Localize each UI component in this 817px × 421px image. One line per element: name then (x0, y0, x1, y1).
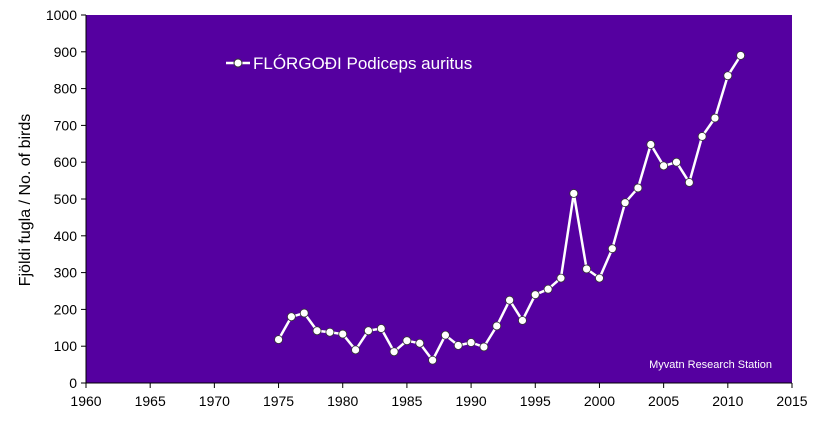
data-point (441, 330, 450, 340)
y-tick-label: 100 (54, 338, 78, 354)
y-tick-label: 200 (54, 301, 78, 317)
data-point (415, 338, 425, 348)
y-tick-label: 800 (54, 81, 78, 97)
data-point (530, 290, 540, 300)
x-tick-label: 1970 (199, 393, 230, 409)
y-tick-label: 400 (54, 228, 78, 244)
data-point (697, 132, 707, 141)
series-bird-count (274, 51, 746, 365)
x-tick-label: 1965 (135, 393, 166, 409)
data-point (338, 329, 348, 339)
data-point (556, 273, 566, 283)
data-point (389, 347, 399, 357)
y-axis-title: Fjöldi fugla / No. of birds (17, 114, 34, 287)
data-point (492, 321, 502, 331)
y-tick-label: 500 (54, 191, 78, 207)
data-point (684, 178, 694, 187)
data-point (659, 161, 669, 171)
data-point (428, 355, 437, 365)
x-tick-label: 1960 (70, 393, 101, 409)
data-point (646, 140, 656, 149)
x-tick-label: 1985 (391, 393, 422, 409)
data-point (312, 326, 322, 336)
data-point (595, 273, 604, 283)
y-tick-label: 0 (69, 375, 77, 391)
data-point (299, 308, 309, 318)
data-point (723, 71, 733, 81)
data-point (325, 327, 335, 337)
x-tick-label: 2005 (648, 393, 679, 409)
data-point (453, 341, 463, 350)
data-point (274, 335, 283, 344)
data-point (518, 316, 527, 325)
data-point (620, 198, 630, 208)
data-point (376, 324, 386, 333)
data-point (633, 183, 643, 193)
legend: FLÓRGOÐI Podiceps auritus (226, 54, 472, 73)
legend-label: FLÓRGOÐI Podiceps auritus (253, 54, 472, 73)
plot-area (86, 15, 792, 383)
data-point (607, 244, 617, 254)
y-tick-label: 300 (54, 265, 78, 281)
y-tick-label: 700 (54, 117, 78, 133)
data-point (543, 284, 553, 294)
data-point (582, 264, 592, 274)
data-point (351, 345, 360, 355)
data-point (569, 189, 579, 198)
x-tick-label: 2000 (584, 393, 615, 409)
data-point (466, 338, 476, 347)
x-tick-label: 1980 (327, 393, 358, 409)
legend-marker (233, 58, 243, 68)
data-point (479, 342, 489, 352)
x-tick-label: 2015 (776, 393, 807, 409)
data-points (274, 51, 746, 365)
data-point (710, 113, 720, 123)
x-tick-label: 1975 (263, 393, 294, 409)
x-tick-label: 1990 (456, 393, 487, 409)
x-tick-label: 1995 (520, 393, 551, 409)
data-point (363, 326, 373, 336)
y-tick-label: 900 (54, 44, 78, 60)
x-tick-label: 2010 (712, 393, 743, 409)
credit-label: Myvatn Research Station (649, 359, 772, 371)
data-point (672, 157, 681, 167)
y-axis: 0 100 200 300 400 500 600 700 800 900 1000 (46, 7, 86, 391)
data-point (286, 312, 296, 322)
data-point (402, 336, 412, 346)
x-axis: 1960 1965 1970 1975 1980 1985 1990 1995 2000 2005… (70, 383, 808, 409)
data-point (736, 51, 746, 60)
data-point (505, 295, 515, 305)
y-tick-label: 600 (54, 154, 78, 170)
y-tick-label: 1000 (46, 7, 77, 23)
